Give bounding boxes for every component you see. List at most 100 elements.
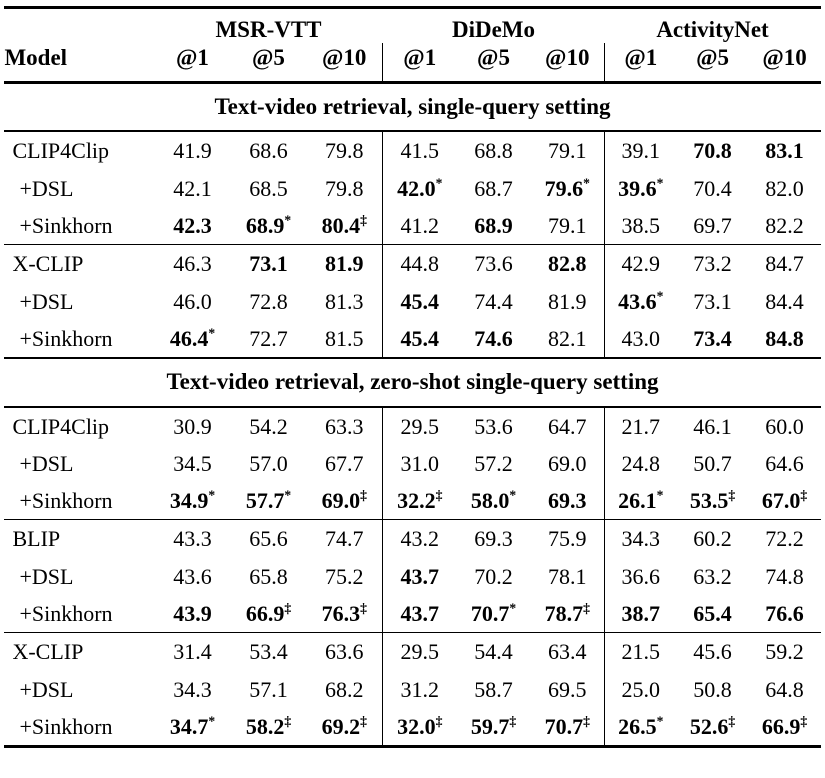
metric-value: 81.9 [324,251,364,277]
metric-value: 46.1 [693,413,732,439]
metric-header: @10 [530,43,605,84]
metric-value: 50.8 [693,676,732,702]
metric-value: 53.5‡ [689,487,736,514]
metric-value: 60.2 [693,526,732,552]
double-dagger-marker: ‡ [284,713,292,729]
metric-value: 82.8 [548,251,587,277]
metric-value: 70.7* [470,600,517,627]
value-cell: 45.6 [676,632,749,671]
metric-header: @10 [748,43,821,84]
value-cell: 82.0 [749,170,821,207]
metric-value: 63.3 [324,413,364,439]
value-cell: 72.7 [230,320,306,358]
group-header-activitynet: ActivityNet [604,6,821,44]
value-cell: 42.3 [154,207,230,245]
table-row: +DSL 34.5 57.0 67.7 31.0 57.2 69.0 24.8 50.7 64.6 [4,444,820,483]
metric-value: 34.3 [621,526,661,552]
metric-value: 69.3 [474,526,513,552]
value-cell: 26.1* [604,482,677,520]
value-cell: 81.9 [306,244,383,283]
double-dagger-marker: ‡ [583,600,590,616]
metric-value: 65.4 [693,601,732,627]
metric-value: 69.3 [548,488,587,514]
metric-value: 42.3 [173,212,212,238]
metric-value: 84.7 [765,251,804,277]
double-dagger-marker: ‡ [583,713,590,729]
value-cell: 57.7* [230,482,306,520]
metric-value: 79.1 [548,138,587,164]
value-cell: 68.6 [230,131,306,169]
value-cell: 70.2 [457,558,531,595]
asterisk-marker: * [583,175,590,191]
metric-value: 39.1 [621,138,661,164]
metric-value: 66.9‡ [245,600,292,627]
value-cell: 53.5‡ [677,482,749,520]
metric-value: 73.4 [693,325,732,351]
metric-value: 58.7 [474,676,513,702]
section-title-row: Text-video retrieval, single-query setti… [4,81,821,133]
value-cell: 83.1 [749,131,821,169]
value-cell: 24.8 [604,444,677,483]
metric-value: 42.9 [621,251,661,277]
value-cell: 45.4 [382,282,457,320]
value-cell: 43.7 [382,595,457,633]
table-row: +Sinkhorn 34.9* 57.7* 69.0‡ 32.2‡ 58.0* 69.3 26… [4,482,820,520]
metric-value: 57.0 [249,450,288,476]
double-dagger-marker: ‡ [728,713,736,729]
metric-value: 82.0 [765,175,804,201]
model-name: +Sinkhorn [19,325,113,351]
value-cell: 80.4‡ [306,207,382,245]
value-cell: 75.9 [530,519,605,558]
metric-value: 68.8 [474,138,513,164]
value-cell: 31.4 [154,632,231,671]
metric-value: 29.5 [400,639,440,665]
asterisk-marker: * [509,600,517,616]
value-cell: 75.2 [306,558,382,595]
asterisk-marker: * [656,288,664,304]
metric-value: 81.9 [548,288,587,314]
table-row: CLIP4Clip 41.9 68.6 79.8 41.5 68.8 79.1 39.1 70.… [4,131,821,170]
value-cell: 21.5 [604,632,677,671]
metric-value: 36.6 [621,563,661,589]
value-cell: 50.7 [677,445,749,482]
metric-value: 57.1 [249,676,288,702]
value-cell: 60.2 [676,519,749,558]
value-cell: 29.5 [382,406,457,445]
table-row: X-CLIP 31.4 53.4 63.6 29.5 54.4 63.4 21.5 45.6 59… [4,632,821,671]
metric-value: 74.7 [324,526,364,552]
metric-value: 68.9* [245,212,292,238]
table-row: +DSL 42.1 68.5 79.8 42.0* 68.7 79.6* 39.6* 70.4 8… [4,169,821,207]
metric-value: 63.4 [548,639,587,665]
asterisk-marker: * [509,487,517,503]
metric-value: 42.0* [397,175,443,201]
double-dagger-marker: ‡ [435,713,443,729]
metric-value: 72.2 [765,526,804,552]
table-row: BLIP 43.3 65.6 74.7 43.2 69.3 75.9 34.3 60.2 72.2 [4,519,821,558]
metric-header: @1 [604,43,677,84]
value-cell: 54.2 [230,407,306,445]
metric-value: 26.1* [618,487,664,514]
value-cell: 54.4 [456,632,531,671]
value-cell: 82.2 [749,207,821,245]
metric-header: @1 [382,43,457,84]
value-cell: 68.7 [457,170,531,207]
value-cell: 81.9 [531,283,605,320]
table-row: +Sinkhorn 46.4* 72.7 81.5 45.4 74.6 82.1 43.0 73… [4,319,820,359]
metric-header: @10 [306,43,383,84]
value-cell: 36.6 [604,557,677,596]
metric-value: 42.1 [173,175,212,201]
metric-value: 67.0‡ [761,487,808,514]
value-cell: 68.5 [230,170,306,207]
value-cell: 79.8 [306,170,382,207]
metric-value: 73.6 [474,251,513,277]
metric-value: 70.2 [474,563,513,589]
metric-value: 34.9* [169,487,216,514]
metric-value: 21.7 [621,413,661,439]
value-cell: 43.7 [382,557,457,596]
metric-value: 57.2 [474,450,513,476]
metric-value: 54.4 [474,639,513,665]
metric-header: @5 [676,43,749,84]
value-cell: 76.3‡ [306,595,382,633]
value-cell: 57.0 [230,445,306,482]
value-cell: 43.6 [154,558,230,595]
